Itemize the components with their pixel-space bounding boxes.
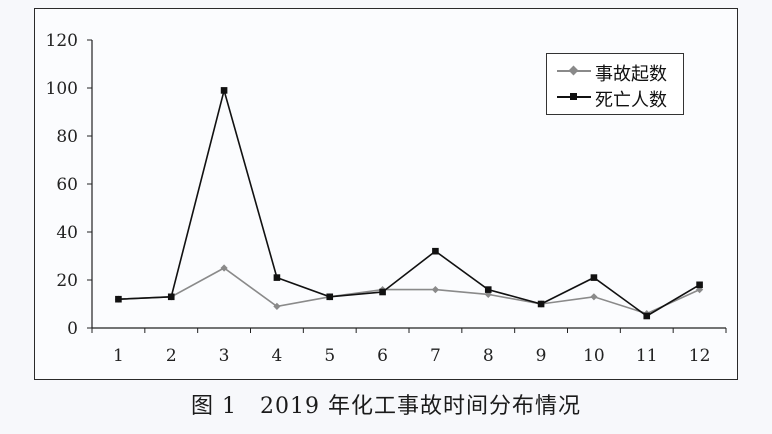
data-point-accidents [431, 286, 440, 294]
legend-square-marker [570, 93, 577, 100]
data-point-deaths [696, 281, 703, 289]
data-point-accidents [695, 286, 704, 294]
y-tick-label: 0 [67, 319, 78, 339]
y-tick-label: 40 [56, 223, 78, 243]
data-point-deaths [484, 286, 492, 293]
data-point-deaths [537, 300, 545, 308]
legend-item-accidents: 事故起数 [553, 60, 683, 85]
y-tick-label: 60 [56, 175, 78, 195]
data-point-accidents [220, 264, 228, 272]
legend-label-accidents: 事故起数 [595, 64, 667, 85]
y-tick-label: 120 [46, 31, 78, 51]
x-tick-label: 7 [430, 346, 441, 366]
data-point-deaths [590, 274, 598, 281]
x-tick-label: 12 [689, 346, 711, 366]
data-point-deaths [643, 312, 651, 320]
legend-diamond-marker [568, 65, 579, 76]
x-tick-label: 10 [583, 346, 605, 366]
series-line-deaths [118, 87, 700, 317]
y-tick-label: 20 [56, 271, 78, 291]
chart-legend: 事故起数 死亡人数 [546, 53, 684, 115]
data-point-deaths [220, 87, 228, 94]
data-point-deaths [273, 274, 281, 281]
y-tick-label: 80 [56, 127, 78, 147]
x-tick-label: 2 [166, 346, 177, 366]
data-point-deaths [326, 293, 334, 301]
data-point-accidents [273, 302, 281, 310]
legend-label-deaths: 死亡人数 [595, 90, 667, 111]
x-tick-label: 1 [113, 346, 124, 366]
data-point-deaths [167, 293, 175, 301]
data-point-accidents [590, 293, 598, 301]
x-tick-label: 9 [536, 346, 547, 366]
x-tick-label: 3 [219, 346, 230, 366]
x-tick-label: 4 [272, 346, 283, 366]
x-tick-label: 8 [483, 346, 494, 366]
data-point-deaths [115, 295, 122, 303]
series-line-accidents [118, 267, 700, 315]
data-point-deaths [379, 288, 386, 296]
figure-caption: 图 1 2019 年化工事故时间分布情况 [191, 394, 581, 419]
x-tick-label: 11 [636, 346, 658, 366]
y-tick-label: 100 [46, 79, 78, 99]
x-tick-label: 6 [377, 346, 388, 366]
data-point-deaths [432, 247, 439, 255]
x-tick-label: 5 [324, 346, 335, 366]
legend-item-deaths: 死亡人数 [553, 86, 683, 111]
